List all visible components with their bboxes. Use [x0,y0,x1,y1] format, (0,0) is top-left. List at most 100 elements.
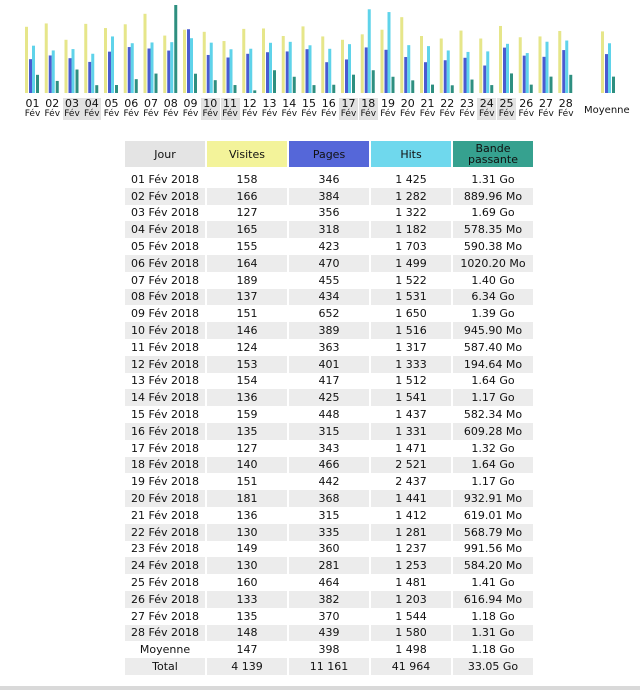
bar-bande-06 [134,79,138,93]
month-label: Fév [360,109,377,119]
bar-bande-26 [529,84,533,93]
bar-pages-11 [226,57,230,93]
cell-hits: 1 441 [371,490,451,507]
cell-hits: 2 437 [395,475,427,489]
day-label-24: 24 Fév [477,97,497,120]
day-number: 21 [420,97,435,110]
day-number: 24 [479,97,494,110]
bar-bande-average [612,76,615,93]
cell-jour: 05 Fév 2018 [131,240,199,254]
bar-visites-09 [183,29,186,94]
day-number: 16 [321,97,336,110]
cell-jour: 25 Fév 2018 [131,576,199,590]
cell-jour: 06 Fév 2018 [125,254,205,272]
month-label: Fév [241,109,258,119]
cell-hits: 1 650 [395,307,427,321]
bar-pages-22 [443,60,447,93]
cell-pages: 315 [318,508,340,522]
day-label-20: 20 Fév [398,98,417,120]
table-row: 14 Fév 2018 136 425 1 541 1.17 Go [125,389,533,407]
cell-pages: 368 [289,490,369,507]
table-row: 28 Fév 2018 148 439 1 580 1.31 Go [125,624,533,642]
header-jour: Jour [125,141,205,167]
bar-hits-24 [486,51,490,93]
day-label-23: 23 Fév [458,98,477,120]
bar-visites-10 [202,31,206,94]
month-label: Fév [281,109,298,119]
cell-visites: 159 [236,408,258,422]
bar-hits-22 [446,50,450,93]
bar-bande-14 [292,76,296,93]
bar-visites-24 [479,38,483,93]
table-row: 13 Fév 2018 154 417 1 512 1.64 Go [125,373,533,390]
bar-bande-27 [549,76,553,93]
cell-hits: 1 282 [371,187,451,205]
cell-pages: 652 [318,307,340,321]
table-row: 11 Fév 2018 124 363 1 317 587.40 Mo [125,339,533,356]
bar-bande-16 [332,84,336,93]
day-label-15: 15 Fév [300,98,319,120]
day-number: 04 [84,97,99,110]
cell-bande: 6.34 Go [453,288,533,306]
cell-visites: 4 139 [207,658,287,675]
table-row: 04 Fév 2018 165 318 1 182 578.35 Mo [125,221,533,239]
day-label-02: 02 Fév [43,98,62,120]
cell-visites: 160 [236,576,258,590]
bar-pages-13 [266,52,269,93]
month-label: Fév [301,109,317,119]
table-row: 02 Fév 2018 166 384 1 282 889.96 Mo [125,187,533,205]
cell-hits: 1 425 [395,172,427,186]
cell-hits: 1 512 [395,374,427,388]
bar-pages-02 [48,55,52,93]
bar-pages-06 [127,47,131,93]
bar-hits-14 [288,41,292,93]
cell-visites: 151 [236,307,258,321]
month-label: Fév [123,109,140,119]
bar-bande-03 [75,69,79,93]
bar-bande-09 [194,73,197,93]
bar-bande-19 [391,76,395,93]
table-row: Total 4 139 11 161 41 964 33.05 Go [125,658,533,675]
day-number: 22 [440,97,455,110]
cell-bande: 1.31 Go [453,624,533,642]
day-number: 06 [124,97,139,110]
cell-pages: 382 [289,590,369,608]
day-label-22: 22 Fév [438,98,457,120]
bar-visites-06 [123,24,127,93]
header-pages: Pages [289,141,369,167]
bar-hits-25 [506,43,509,93]
cell-pages: 455 [318,273,340,287]
bar-bande-13 [273,70,276,93]
bar-bande-01 [36,74,39,93]
cell-bande: 1020.20 Mo [453,254,533,272]
bar-pages-10 [206,54,210,93]
bar-bande-23 [470,79,474,93]
bar-pages-17 [345,59,348,93]
bar-bande-02 [55,80,59,93]
cell-jour: 21 Fév 2018 [131,508,199,522]
month-label: Fév [439,109,456,119]
cell-jour: 18 Fév 2018 [125,456,205,474]
table-row: 17 Fév 2018 127 343 1 471 1.32 Go [125,440,533,457]
cell-pages: 434 [289,288,369,306]
cell-visites: 146 [207,322,287,339]
bar-pages-07 [147,48,151,93]
cell-pages: 281 [289,557,369,575]
cell-jour: 02 Fév 2018 [125,187,205,205]
bar-visites-26 [518,37,522,93]
table-row: 20 Fév 2018 181 368 1 441 932.91 Mo [125,490,533,507]
cell-jour: 03 Fév 2018 [131,206,199,220]
month-label: Fév [261,109,278,119]
table-row: 19 Fév 2018 151 442 2 437 1.17 Go [125,473,533,490]
cell-hits: 1 237 [395,542,427,556]
cell-jour: 11 Fév 2018 [131,340,199,354]
cell-visites: 158 [236,172,258,186]
cell-hits: 1 580 [371,624,451,642]
cell-visites: 127 [236,441,258,455]
month-label: Fév [103,109,120,119]
cell-hits: 1 703 [395,240,427,254]
cell-hits: 1 412 [395,508,427,522]
bar-visites-20 [400,17,404,93]
cell-bande: 1.31 Go [471,172,515,186]
bar-visites-average [601,31,604,93]
